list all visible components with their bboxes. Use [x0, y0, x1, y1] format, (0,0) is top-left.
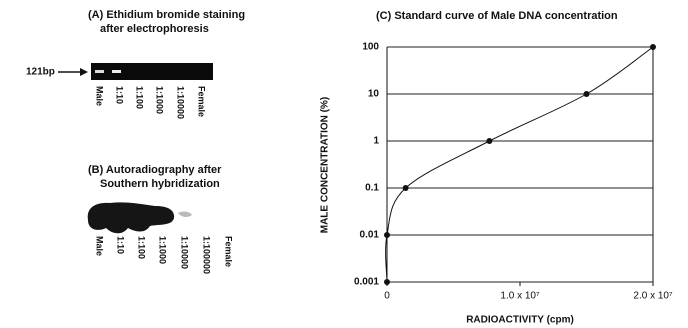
y-tick-label: 1	[373, 136, 379, 147]
curve	[386, 47, 653, 282]
blot	[88, 202, 174, 233]
data-point	[403, 185, 409, 191]
figure: (A) Ethidium bromide staining after elec…	[0, 0, 688, 328]
lane-label: Female	[197, 86, 207, 117]
y-tick-label: 0.001	[354, 277, 379, 288]
y-tick-label: 0.1	[365, 183, 379, 194]
lane-label: 1:1000	[158, 236, 168, 264]
panel-a-title: after electrophoresis	[100, 23, 209, 35]
lane-label: 1:1000	[155, 86, 165, 114]
data-point	[384, 232, 390, 238]
data-point	[486, 138, 492, 144]
lane-label: 1:100000	[202, 236, 212, 274]
lane-label: 1:100	[135, 86, 145, 109]
blot	[178, 212, 192, 218]
lane-label: Male	[95, 236, 105, 256]
panel-a-title: (A) Ethidium bromide staining	[88, 9, 245, 21]
lane-label: 1:10	[116, 236, 126, 254]
lane-label: 1:10000	[180, 236, 190, 269]
data-point	[650, 44, 656, 50]
data-point	[384, 279, 390, 285]
lane-label: Male	[95, 86, 105, 106]
band	[95, 70, 104, 73]
x-tick-label: 2.0 x 10⁷	[633, 291, 673, 302]
lane-label: 1:10000	[176, 86, 186, 119]
x-tick-label: 1.0 x 10⁷	[500, 291, 540, 302]
panel-b-title: (B) Autoradiography after	[88, 164, 222, 176]
y-tick-label: 10	[368, 89, 380, 100]
lane-label: Female	[224, 236, 234, 267]
y-axis-label: MALE CONCENTRATION (%)	[320, 97, 331, 233]
gel	[91, 63, 213, 80]
lane-label: 1:100	[137, 236, 147, 259]
band	[112, 70, 121, 73]
x-axis-label: RADIOACTIVITY (cpm)	[466, 315, 574, 326]
y-tick-label: 100	[362, 42, 379, 53]
data-point	[584, 91, 590, 97]
arrow	[58, 68, 88, 76]
lane-label: 1:10	[115, 86, 125, 104]
marker-label: 121bp	[26, 67, 55, 78]
x-tick-label: 0	[384, 291, 390, 302]
y-tick-label: 0.01	[360, 230, 380, 241]
chart-title: (C) Standard curve of Male DNA concentra…	[376, 10, 618, 22]
panel-b-title: Southern hybridization	[100, 178, 220, 190]
